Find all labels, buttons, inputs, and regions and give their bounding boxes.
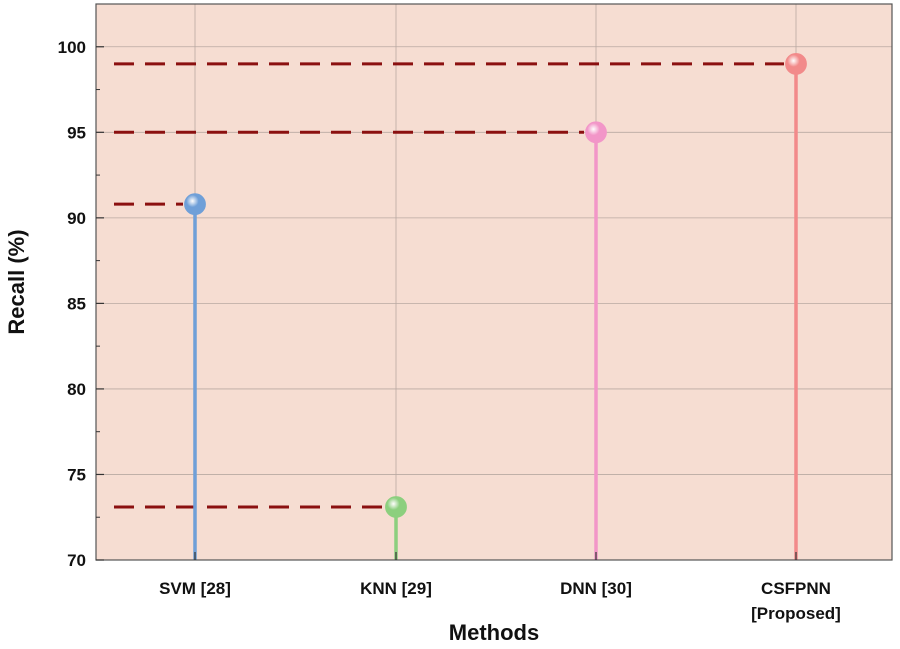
lollipop-marker — [585, 121, 607, 144]
x-category-label: DNN [30] — [560, 579, 632, 598]
lollipop-marker — [785, 52, 807, 75]
x-category-label: KNN [29] — [360, 579, 432, 598]
y-tick-label: 95 — [67, 123, 86, 142]
y-axis-title: Recall (%) — [4, 229, 29, 334]
y-tick-label: 70 — [67, 551, 86, 570]
plot-frame — [95, 3, 893, 561]
lollipop-marker — [385, 496, 407, 518]
reference-lines — [114, 62, 784, 509]
x-category-label: SVM [28] — [159, 579, 231, 598]
lollipop-marker — [184, 193, 206, 216]
markers — [184, 52, 807, 518]
y-axis-ticks: 70 75 80 85 90 95 100 — [58, 38, 104, 570]
y-tick-label: 85 — [67, 294, 86, 313]
x-category-label: [Proposed] — [751, 604, 841, 623]
x-axis-ticks: SVM [28] KNN [29] DNN [30] CSFPNN [Proposed] — [159, 552, 841, 623]
plot-background — [96, 4, 892, 560]
stems — [193, 63, 798, 560]
x-category-label: CSFPNN — [761, 579, 831, 598]
x-axis-title: Methods — [449, 620, 539, 645]
y-tick-label: 75 — [67, 465, 86, 484]
y-tick-label: 90 — [67, 209, 86, 228]
y-tick-label: 100 — [58, 38, 86, 57]
y-tick-label: 80 — [67, 380, 86, 399]
